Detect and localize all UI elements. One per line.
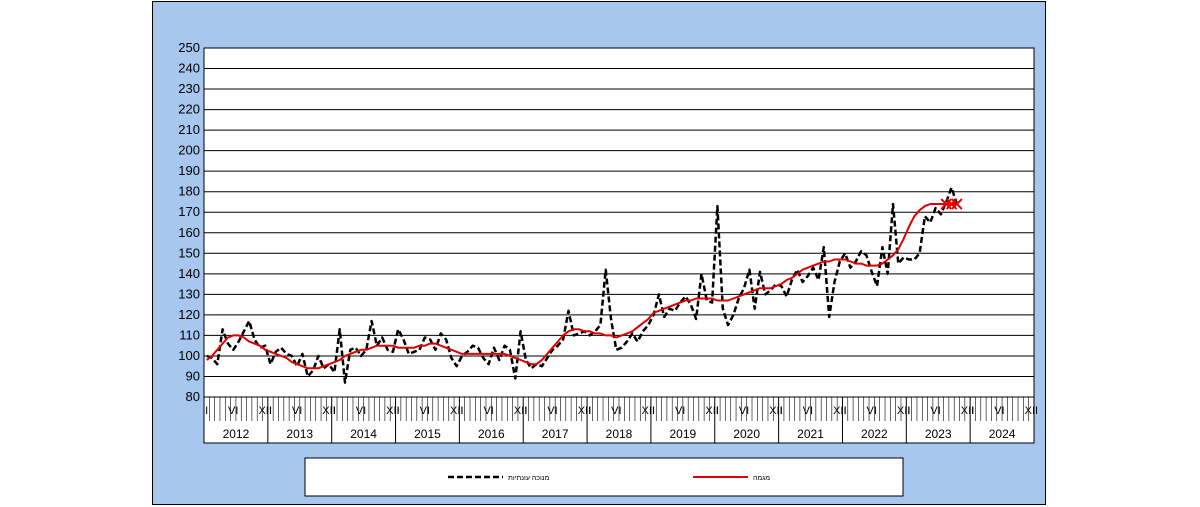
month-label: VI (420, 405, 430, 417)
month-label: VI (547, 405, 557, 417)
trend-marker (951, 198, 963, 210)
y-tick-label: 110 (179, 327, 200, 342)
month-label: I (588, 405, 591, 417)
month-label: XII (705, 405, 718, 417)
year-label: 2017 (542, 427, 569, 441)
year-label: 2022 (861, 427, 888, 441)
y-tick-label: 160 (178, 225, 200, 240)
month-label: I (397, 405, 400, 417)
month-label: XII (386, 405, 399, 417)
series-layer (206, 186, 963, 384)
year-label: 2023 (925, 427, 952, 441)
month-label: I (524, 405, 527, 417)
month-label: XII (258, 405, 271, 417)
month-label: I (907, 405, 910, 417)
month-label: VI (675, 405, 685, 417)
y-axis-ticks: 80 90 100 110 120 130 140 150 160 170 180 190 200 210… (178, 40, 200, 404)
month-label: I (780, 405, 783, 417)
month-label: XII (642, 405, 655, 417)
month-label: VI (803, 405, 813, 417)
year-label: 2019 (669, 427, 696, 441)
legend-label-seasonally-adjusted: מנוכה עונתיות (508, 475, 550, 482)
year-label: 2020 (733, 427, 760, 441)
month-label: VI (483, 405, 493, 417)
month-label: XII (897, 405, 910, 417)
month-label: I (652, 405, 655, 417)
y-tick-label: 190 (178, 163, 200, 178)
y-tick-label: 180 (178, 184, 200, 199)
year-label: 2013 (286, 427, 313, 441)
month-label: I (269, 405, 272, 417)
y-tick-label: 200 (178, 143, 200, 158)
month-label: VI (228, 405, 238, 417)
chart-svg: 80 90 100 110 120 130 140 150 160 170 180 190 200 210… (178, 40, 1038, 497)
y-tick-label: 220 (178, 102, 200, 117)
plot-area (203, 47, 1035, 398)
year-label: 2018 (606, 427, 633, 441)
year-label: 2014 (350, 427, 377, 441)
month-label: XII (1025, 405, 1038, 417)
year-label: 2015 (414, 427, 441, 441)
y-tick-label: 130 (178, 286, 200, 301)
year-label: 2024 (989, 427, 1016, 441)
year-label: 2021 (797, 427, 824, 441)
month-label: VI (739, 405, 749, 417)
series-line-trend (206, 203, 957, 370)
trend-marker-stroke (951, 198, 963, 210)
month-label: I (971, 405, 974, 417)
month-label: XII (769, 405, 782, 417)
legend: מנוכה עונתיות מגמה (304, 457, 904, 497)
y-tick-label: 170 (178, 204, 200, 219)
y-tick-label: 250 (178, 40, 200, 55)
month-label: I (716, 405, 719, 417)
month-label: I (844, 405, 847, 417)
month-label: XII (961, 405, 974, 417)
y-tick-label: 150 (178, 245, 200, 260)
legend-label-trend: מגמה (753, 475, 770, 482)
series-line-seasonally-adjusted (206, 186, 959, 384)
month-label: VI (292, 405, 302, 417)
x-axis: I VI XII 2012 I VI XII 2013 I VI XII 2014 I VI XII 2015… (203, 396, 1038, 444)
month-label: XII (450, 405, 463, 417)
month-label: XII (833, 405, 846, 417)
y-tick-label: 140 (178, 266, 200, 281)
y-tick-label: 100 (178, 348, 200, 363)
month-label: XII (578, 405, 591, 417)
month-label: I (205, 405, 208, 417)
chart-frame: 80 90 100 110 120 130 140 150 160 170 180 190 200 210… (152, 1, 1046, 505)
y-tick-label: 90 (186, 368, 200, 383)
month-label: VI (867, 405, 877, 417)
month-label: VI (994, 405, 1004, 417)
year-label: 2012 (223, 427, 250, 441)
month-label: XII (514, 405, 527, 417)
month-label: VI (356, 405, 366, 417)
month-label: XII (322, 405, 335, 417)
y-tick-label: 230 (178, 81, 200, 96)
y-tick-label: 210 (178, 122, 200, 137)
y-tick-label: 120 (178, 307, 200, 322)
year-label: 2016 (478, 427, 505, 441)
y-tick-label: 80 (186, 389, 200, 404)
month-label: VI (930, 405, 940, 417)
legend-box (304, 457, 904, 497)
gridlines (203, 47, 1035, 398)
y-tick-label: 240 (178, 61, 200, 76)
month-label: I (333, 405, 336, 417)
month-label: I (461, 405, 464, 417)
month-label: VI (611, 405, 621, 417)
